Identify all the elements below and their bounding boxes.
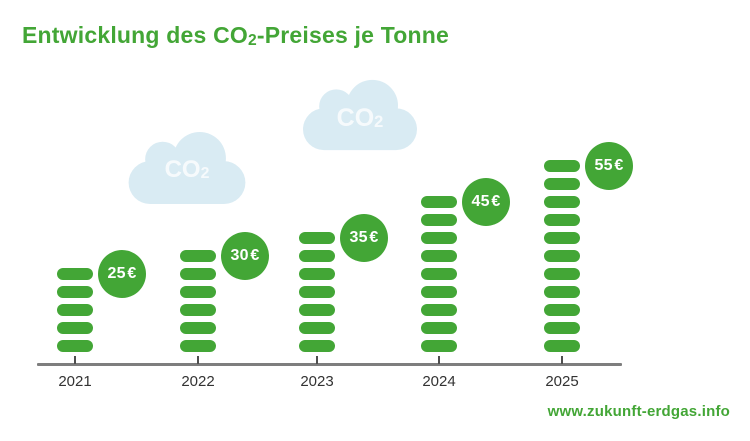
bar-pill [299,304,335,316]
price-badge: 30 € [221,232,269,280]
cloud-label-text: CO [164,156,201,183]
bar-pill [421,196,457,208]
x-axis-label: 2025 [545,373,579,390]
axis-tick [561,356,563,364]
bar-pill [544,214,580,226]
bar-pill [299,268,335,280]
bar-pill [180,340,216,352]
cloud-label-text: CO [336,104,375,132]
bar-pill [57,304,93,316]
bar-pill [299,322,335,334]
axis-tick [438,356,440,364]
bar-pill [299,340,335,352]
bar-pill [299,286,335,298]
bar-pill [421,286,457,298]
axis-tick [316,356,318,364]
bar-pill [299,232,335,244]
bar-pill [57,340,93,352]
bar-pill [180,322,216,334]
bar-2025 [544,160,580,352]
axis-tick [74,356,76,364]
bar-pill [544,286,580,298]
website-link[interactable]: www.zukunft-erdgas.info [547,403,730,420]
bar-pill [544,268,580,280]
cloud-icon [128,131,246,204]
bar-pill [544,178,580,190]
bar-pill [421,322,457,334]
bar-pill [421,214,457,226]
bar-pill [180,286,216,298]
co2-cloud-large: CO2 [303,77,417,152]
bar-pill [544,232,580,244]
price-badge: 25 € [98,250,146,298]
bar-2021 [57,268,93,352]
bar-2022 [180,250,216,352]
x-axis-label: 2023 [300,373,334,390]
bar-pill [544,196,580,208]
bar-pill [421,250,457,262]
bar-2023 [299,232,335,352]
x-axis [37,363,622,366]
title-subscript: 2 [247,31,257,49]
bar-pill [544,322,580,334]
x-axis-label: 2024 [422,373,456,390]
cloud-label-subscript: 2 [374,113,384,132]
price-badge: 55 € [585,142,633,190]
bar-pill [544,250,580,262]
cloud-label-subscript: 2 [200,165,210,183]
bar-pill [180,304,216,316]
bar-pill [544,160,580,172]
bar-pill [57,322,93,334]
bar-pill [421,268,457,280]
bar-pill [180,250,216,262]
price-badge: 45 € [462,178,510,226]
x-axis-label: 2021 [58,373,92,390]
axis-tick [197,356,199,364]
bar-pill [299,250,335,262]
cloud-co2-label: CO2 [128,156,246,184]
bar-pill [544,340,580,352]
co2-cloud-small: CO2 [128,131,246,204]
bar-pill [544,304,580,316]
title-suffix: -Preises je Tonne [256,22,450,48]
x-axis-label: 2022 [181,373,215,390]
bar-pill [57,286,93,298]
bar-pill [421,304,457,316]
price-badge: 35 € [340,214,388,262]
cloud-co2-label: CO2 [303,104,417,133]
page-title: Entwicklung des CO2-Preises je Tonne [22,22,449,49]
bar-pill [421,340,457,352]
bar-pill [421,232,457,244]
bar-pill [180,268,216,280]
bar-pill [57,268,93,280]
cloud-icon [303,79,417,151]
bar-2024 [421,196,457,352]
title-text: Entwicklung des CO [22,22,248,48]
